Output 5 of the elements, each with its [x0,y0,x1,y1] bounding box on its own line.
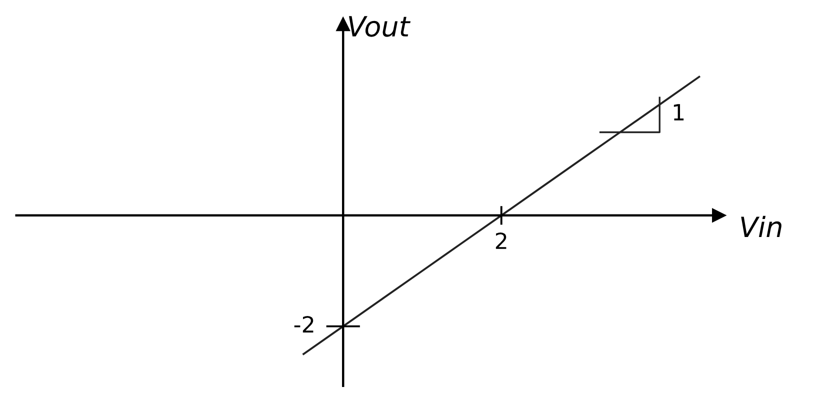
annotation: 2 [496,232,506,249]
annotation: 1 [674,104,684,120]
annotation: -2 [294,316,314,332]
x-axis-title: Vin [741,216,782,237]
y-axis-title: Vout [348,16,411,37]
